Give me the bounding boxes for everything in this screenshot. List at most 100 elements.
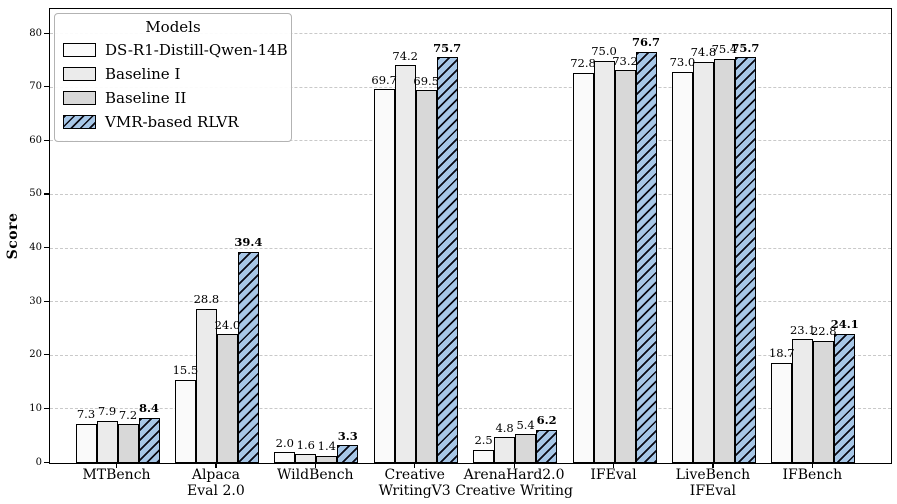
- value-label: 3.3: [337, 428, 358, 443]
- gridline-y-30: [50, 301, 891, 303]
- plot-area: 7.3 7.9 7.2 8.4 15.5 28.8 24.0 39.4 2.0 1.6 1.4 3.3…: [49, 8, 892, 464]
- x-tick-label-livebench-ifeval: LiveBench IFEval: [676, 467, 750, 499]
- x-tick-mark: [215, 463, 217, 468]
- value-label: 4.8: [495, 420, 514, 435]
- bar-s3-mtbench: [138, 417, 160, 463]
- value-label: 15.5: [172, 363, 199, 378]
- y-tick-mark: [44, 193, 49, 195]
- x-tick-label-line: MTBench: [82, 467, 151, 483]
- y-tick-label-50: 50: [29, 188, 42, 200]
- value-label: 24.1: [830, 317, 859, 332]
- bar-s1-creative-writingv3: [394, 65, 416, 463]
- gridline-y-40: [50, 247, 891, 249]
- value-label: 18.7: [768, 346, 795, 361]
- value-label: 8.4: [138, 401, 160, 416]
- bar-s2-arenahard2-0-creative-writing: [515, 434, 537, 463]
- y-tick-mark: [44, 247, 49, 249]
- bar-s3-ifeval: [635, 51, 657, 463]
- y-tick-label-10: 10: [29, 402, 42, 414]
- value-label: 72.8: [570, 56, 596, 71]
- y-tick-label-20: 20: [29, 349, 42, 361]
- bar-s3-arenahard2-0-creative-writing: [536, 429, 558, 463]
- value-label: 75.7: [731, 40, 760, 55]
- gridline-y-70: [50, 86, 891, 88]
- value-label: 2.5: [474, 433, 493, 448]
- y-tick-label-60: 60: [29, 134, 42, 146]
- x-tick-mark: [314, 463, 316, 468]
- y-tick-mark: [44, 32, 49, 34]
- value-label: 7.3: [76, 407, 96, 422]
- y-axis-label: Score: [5, 212, 21, 260]
- gridline-y-10: [50, 408, 891, 410]
- x-tick-label-line: IFBench: [782, 467, 843, 483]
- y-tick-mark: [44, 139, 49, 141]
- value-label: 7.9: [97, 404, 117, 419]
- bar-s1-ifeval: [593, 60, 615, 463]
- x-tick-label-line: Creative Writing: [455, 483, 573, 500]
- y-tick-label-80: 80: [29, 27, 42, 39]
- legend-item: DS-R1-Distill-Qwen-14B: [63, 38, 288, 62]
- value-label: 1.6: [296, 437, 315, 452]
- legend-swatch-baseline-1: [63, 67, 96, 81]
- x-tick-mark: [811, 463, 813, 468]
- value-label: 1.4: [317, 439, 336, 453]
- x-tick-label-wildbench: WildBench: [277, 467, 354, 483]
- value-label: 73.2: [612, 53, 638, 68]
- x-tick-label-line: Eval 2.0: [187, 483, 245, 500]
- bar-s1-ifbench: [792, 339, 814, 463]
- value-label: 24.0: [214, 317, 241, 332]
- y-tick-label-30: 30: [29, 295, 42, 307]
- y-tick-mark: [44, 461, 49, 463]
- x-tick-label-line: WildBench: [277, 467, 354, 483]
- legend-item: Baseline II: [63, 86, 283, 110]
- gridline-y-80: [50, 33, 891, 34]
- bar-s0-livebench-ifeval: [671, 71, 693, 463]
- bar-s0-arenahard2-0-creative-writing: [473, 449, 495, 463]
- x-tick-label-creative-writingv3: Creative WritingV3: [379, 467, 451, 499]
- legend-swatch-baseline-2: [63, 91, 96, 105]
- value-label: 28.8: [193, 292, 220, 307]
- x-tick-label-mtbench: MTBench: [82, 467, 150, 483]
- value-label: 76.7: [631, 35, 661, 50]
- value-label: 23.1: [789, 322, 816, 337]
- value-label: 74.2: [392, 48, 418, 63]
- gridline-y-50: [50, 193, 891, 195]
- y-tick-mark: [44, 300, 49, 302]
- value-label: 22.8: [810, 324, 837, 339]
- bar-s2-ifbench: [813, 340, 835, 463]
- bar-s2-livebench-ifeval: [713, 58, 735, 463]
- legend: Models DS-R1-Distill-Qwen-14B Baseline I…: [54, 13, 292, 142]
- bar-s1-mtbench: [96, 420, 118, 463]
- x-tick-mark: [513, 463, 515, 468]
- bar-s1-alpaca-eval-2-0: [195, 308, 217, 463]
- legend-swatch-vmr-based-rlvr: [63, 115, 96, 129]
- y-tick-label-0: 0: [35, 456, 42, 468]
- value-label: 75.4: [711, 42, 738, 57]
- bar-s0-creative-writingv3: [373, 89, 395, 463]
- x-tick-label-ifbench: IFBench: [782, 467, 842, 483]
- value-label: 7.2: [118, 407, 138, 422]
- value-label: 74.8: [690, 45, 717, 60]
- value-label: 5.4: [516, 417, 535, 432]
- bar-s3-ifbench: [834, 333, 856, 463]
- legend-swatch-ds-r1-distill-qwen-14b: [63, 43, 96, 57]
- bar-s3-wildbench: [337, 445, 359, 463]
- x-tick-mark: [712, 463, 714, 468]
- bar-s1-wildbench: [295, 454, 317, 463]
- x-tick-label-line: IFEval: [689, 483, 736, 500]
- bar-s0-ifeval: [572, 72, 594, 463]
- bar-s3-creative-writingv3: [436, 57, 458, 463]
- bar-s0-alpaca-eval-2-0: [174, 379, 196, 463]
- value-label: 6.2: [536, 413, 557, 428]
- bar-s0-ifbench: [771, 362, 793, 463]
- x-tick-mark: [414, 463, 416, 468]
- x-tick-mark: [613, 463, 615, 468]
- x-tick-label-line: Alpaca: [191, 467, 240, 483]
- x-tick-label-line: LiveBench: [675, 467, 751, 483]
- legend-title: Models: [145, 18, 201, 36]
- value-label: 75.7: [433, 40, 462, 55]
- x-tick-label-line: IFEval: [590, 467, 637, 483]
- gridline-y-20: [50, 354, 891, 356]
- legend-label: Baseline II: [105, 89, 187, 107]
